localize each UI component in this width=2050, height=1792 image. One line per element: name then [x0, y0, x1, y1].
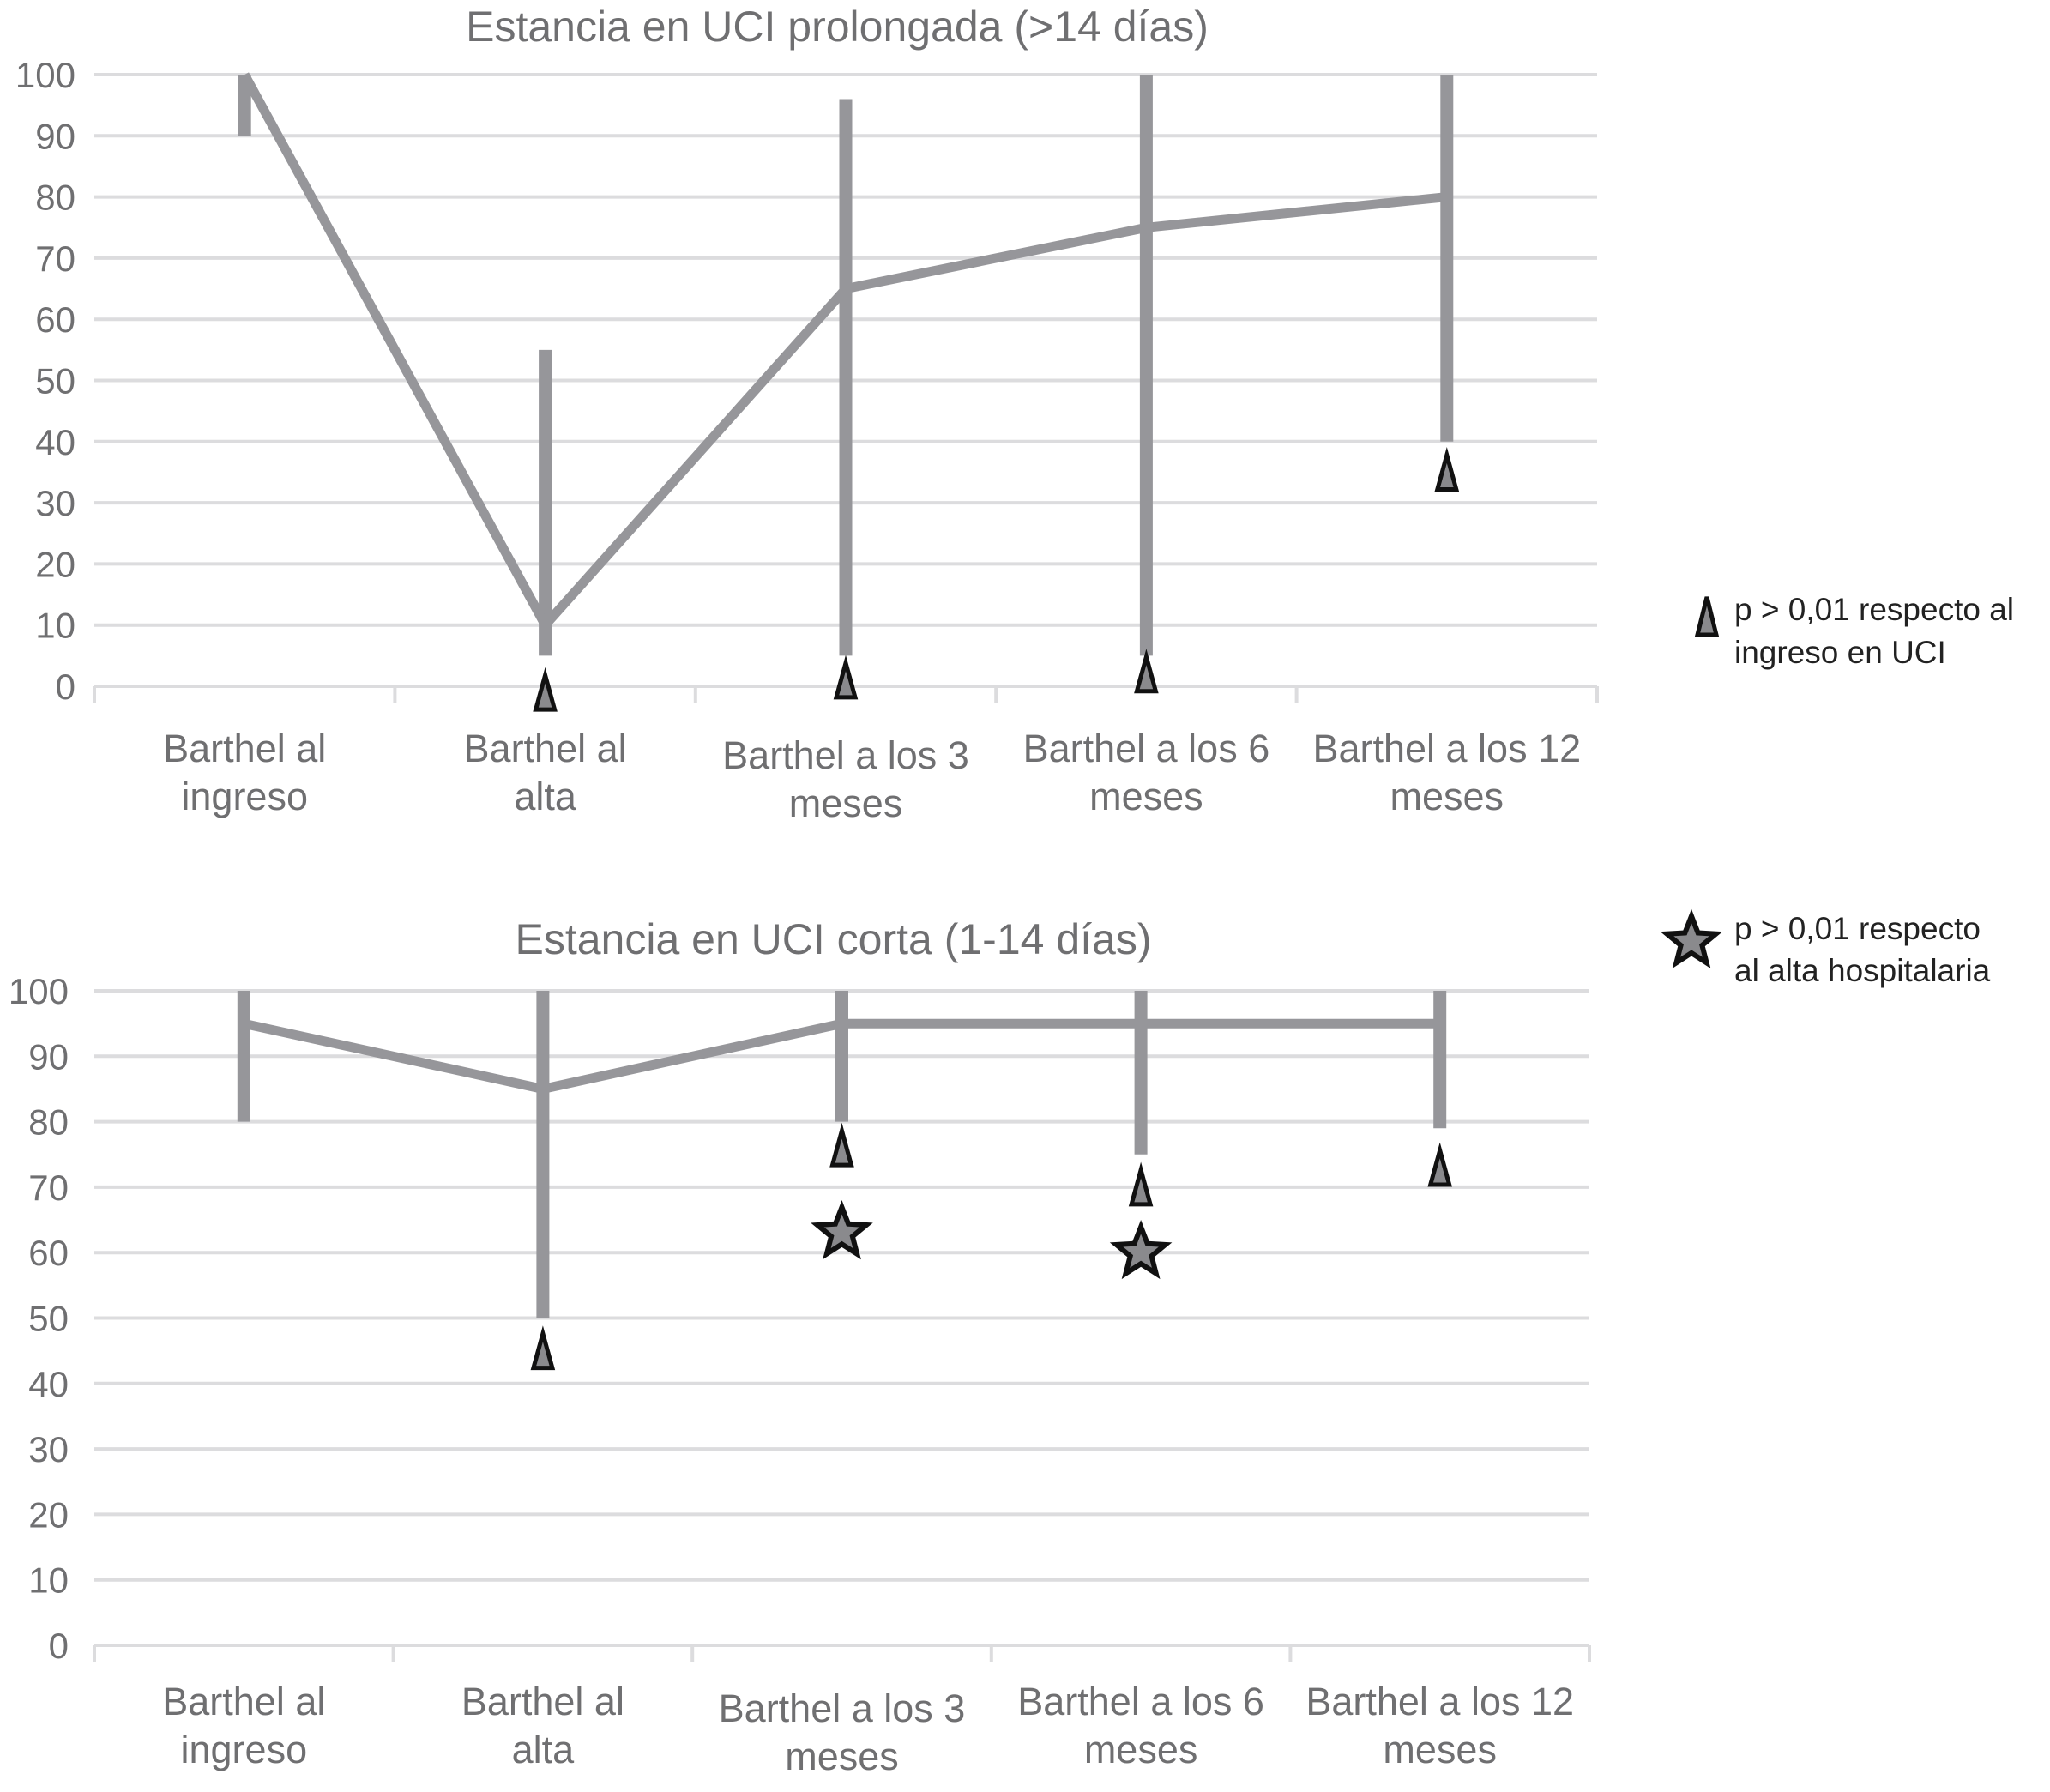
legend: p > 0,01 respecto al ingreso en UCI p > …: [1660, 592, 2014, 988]
x-category-label: Barthel al alta: [461, 1680, 624, 1771]
y-tick-label: 100: [15, 55, 75, 95]
legend-label-line: p > 0,01 respecto al: [1734, 592, 2014, 627]
y-tick-label: 50: [28, 1299, 69, 1339]
legend-item-triangle: p > 0,01 respecto al ingreso en UCI: [1694, 592, 2014, 670]
y-tick-label: 10: [28, 1560, 69, 1601]
y-tick-label: 70: [28, 1168, 69, 1208]
y-tick-label: 30: [35, 483, 75, 523]
triangle-marker: [833, 655, 859, 700]
y-tick-label: 50: [35, 361, 75, 401]
x-category-label: Barthel a los 12 meses: [1305, 1680, 1574, 1771]
x-category-label: Barthel a los 12 meses: [1312, 727, 1581, 818]
y-tick-label: 80: [28, 1102, 69, 1143]
x-category-label: Barthel a los 6 meses: [1017, 1680, 1264, 1771]
triangle-marker: [530, 1325, 556, 1371]
y-tick-label: 30: [28, 1429, 69, 1469]
chart-title: Estancia en UCI corta (1-14 días): [516, 915, 1152, 963]
x-category-label: Barthel al ingreso: [162, 1680, 325, 1771]
x-category-label: Barthel al alta: [464, 727, 627, 818]
y-tick-label: 0: [56, 667, 75, 707]
star-marker: [1109, 1219, 1173, 1280]
triangle-marker: [533, 667, 558, 712]
star-icon: [1660, 908, 1723, 968]
y-tick-label: 10: [35, 606, 75, 646]
legend-label-line: p > 0,01 respecto: [1734, 911, 1981, 946]
y-tick-label: 60: [35, 299, 75, 340]
y-tick-label: 90: [35, 116, 75, 156]
y-tick-label: 60: [28, 1233, 69, 1273]
chart-title: Estancia en UCI prolongada (>14 días): [466, 3, 1209, 51]
chart-short-stay: Estancia en UCI corta (1-14 días) 0 10 20 3…: [9, 915, 1591, 1778]
triangle-marker: [1128, 1161, 1154, 1207]
triangle-icon: [1694, 596, 1720, 637]
y-tick-label: 90: [28, 1036, 69, 1077]
y-tick-label: 80: [35, 178, 75, 218]
x-category-label: Barthel al ingreso: [163, 727, 326, 818]
star-marker: [811, 1200, 873, 1260]
y-tick-label: 0: [49, 1626, 69, 1666]
legend-item-star: p > 0,01 respecto al alta hospitalaria: [1660, 908, 1991, 988]
y-tick-label: 40: [28, 1364, 69, 1404]
triangle-marker: [829, 1122, 854, 1168]
chart-prolonged-stay: Estancia en UCI prolongada (>14 días) 0 1…: [15, 3, 1599, 825]
y-tick-label: 20: [35, 544, 75, 584]
y-tick-label: 70: [35, 238, 75, 279]
triangle-marker: [1434, 447, 1460, 492]
x-category-label: Barthel a los 3 meses: [719, 1686, 966, 1778]
x-category-label: Barthel a los 6 meses: [1023, 727, 1270, 818]
y-tick-label: 20: [28, 1494, 69, 1535]
y-tick-label: 100: [9, 971, 69, 1011]
series-line: [240, 72, 1448, 634]
triangle-marker: [1427, 1142, 1452, 1187]
series-line: [243, 1018, 1440, 1095]
triangle-marker: [1134, 649, 1159, 694]
legend-label-line: al alta hospitalaria: [1734, 953, 1991, 988]
legend-label-line: ingreso en UCI: [1734, 635, 1946, 670]
y-tick-label: 40: [35, 422, 75, 462]
x-category-label: Barthel a los 3 meses: [722, 733, 969, 825]
